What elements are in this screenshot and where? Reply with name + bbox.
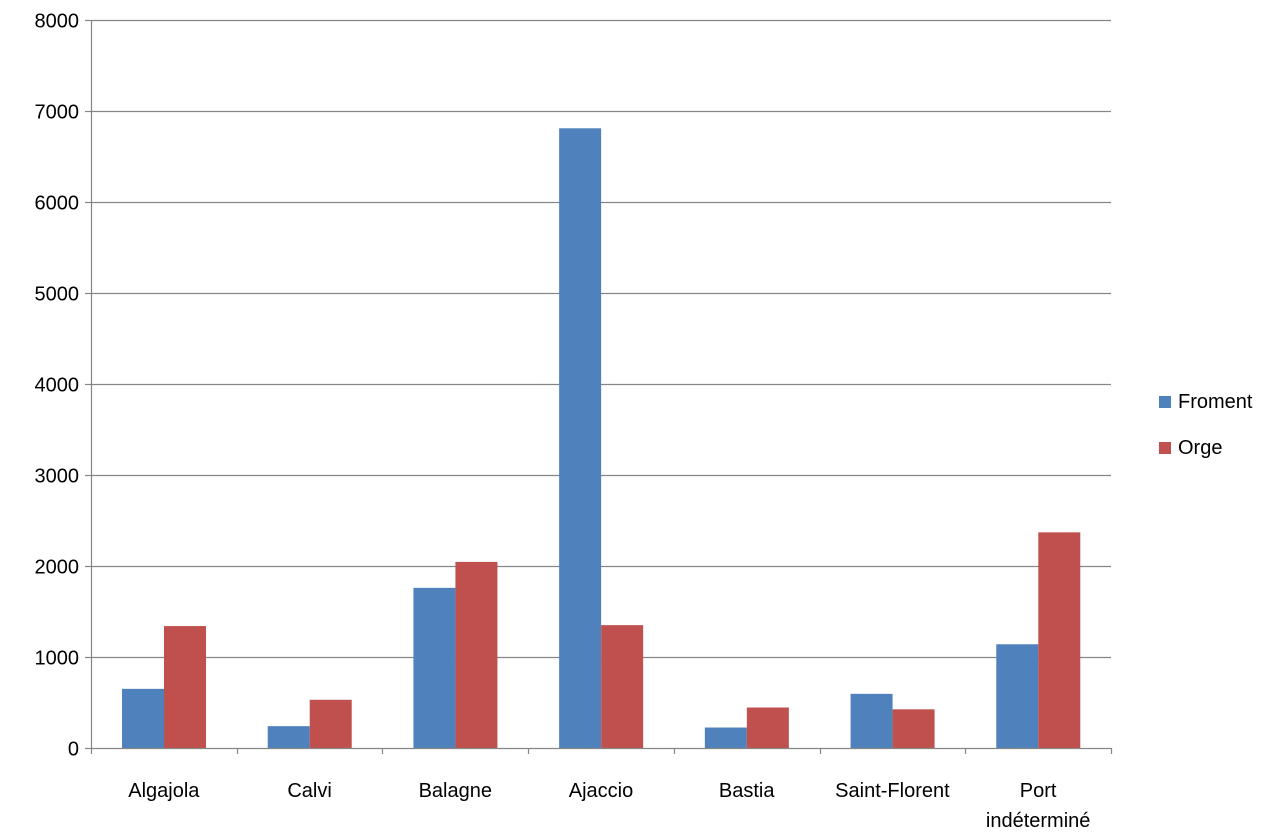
bar-orge xyxy=(892,709,935,748)
axes xyxy=(90,20,1111,750)
bar-orge xyxy=(455,561,498,748)
bar-orge xyxy=(309,699,352,748)
x-tick-label: Port xyxy=(1020,780,1057,802)
x-tick-label: indéterminé xyxy=(986,810,1091,832)
legend-label-froment: Froment xyxy=(1178,391,1253,413)
bar-froment xyxy=(122,688,164,748)
y-axis-ticks: 0 1000 2000 3000 4000 5000 6000 7000 8000 xyxy=(35,11,91,761)
y-tick-label: 6000 xyxy=(35,193,80,215)
y-tick-label: 1000 xyxy=(35,648,80,670)
bar-orge xyxy=(164,626,206,748)
x-tick-label: Calvi xyxy=(287,780,331,802)
x-axis-labels: Algajola Calvi Balagne Ajaccio Bastia Saint-F… xyxy=(90,748,1113,832)
x-tick-label: Saint-Florent xyxy=(835,780,950,802)
y-tick-label: 0 xyxy=(68,739,79,761)
bars xyxy=(122,128,1081,749)
y-tick-label: 2000 xyxy=(35,557,80,579)
bar-orge xyxy=(1038,532,1081,748)
y-tick-label: 8000 xyxy=(35,11,80,33)
y-tick-label: 5000 xyxy=(35,284,80,306)
bar-froment xyxy=(996,644,1039,748)
legend-swatch-orge xyxy=(1159,442,1171,454)
bar-orge xyxy=(746,707,789,748)
bar-orge xyxy=(601,625,644,748)
bar-froment xyxy=(267,726,310,748)
bar-froment xyxy=(559,128,602,749)
bar-froment xyxy=(704,727,747,748)
x-tick-label: Balagne xyxy=(419,780,492,802)
y-tick-label: 3000 xyxy=(35,466,80,488)
y-tick-label: 4000 xyxy=(35,375,80,397)
x-tick-label: Algajola xyxy=(128,780,200,802)
x-tick-label: Ajaccio xyxy=(569,780,633,802)
bar-froment xyxy=(850,693,893,748)
x-tick-label: Bastia xyxy=(719,780,775,802)
legend-swatch-froment xyxy=(1159,396,1171,408)
bar-froment xyxy=(413,587,456,748)
y-tick-label: 7000 xyxy=(35,102,80,124)
legend: Froment Orge xyxy=(1159,391,1253,459)
legend-label-orge: Orge xyxy=(1178,437,1222,459)
